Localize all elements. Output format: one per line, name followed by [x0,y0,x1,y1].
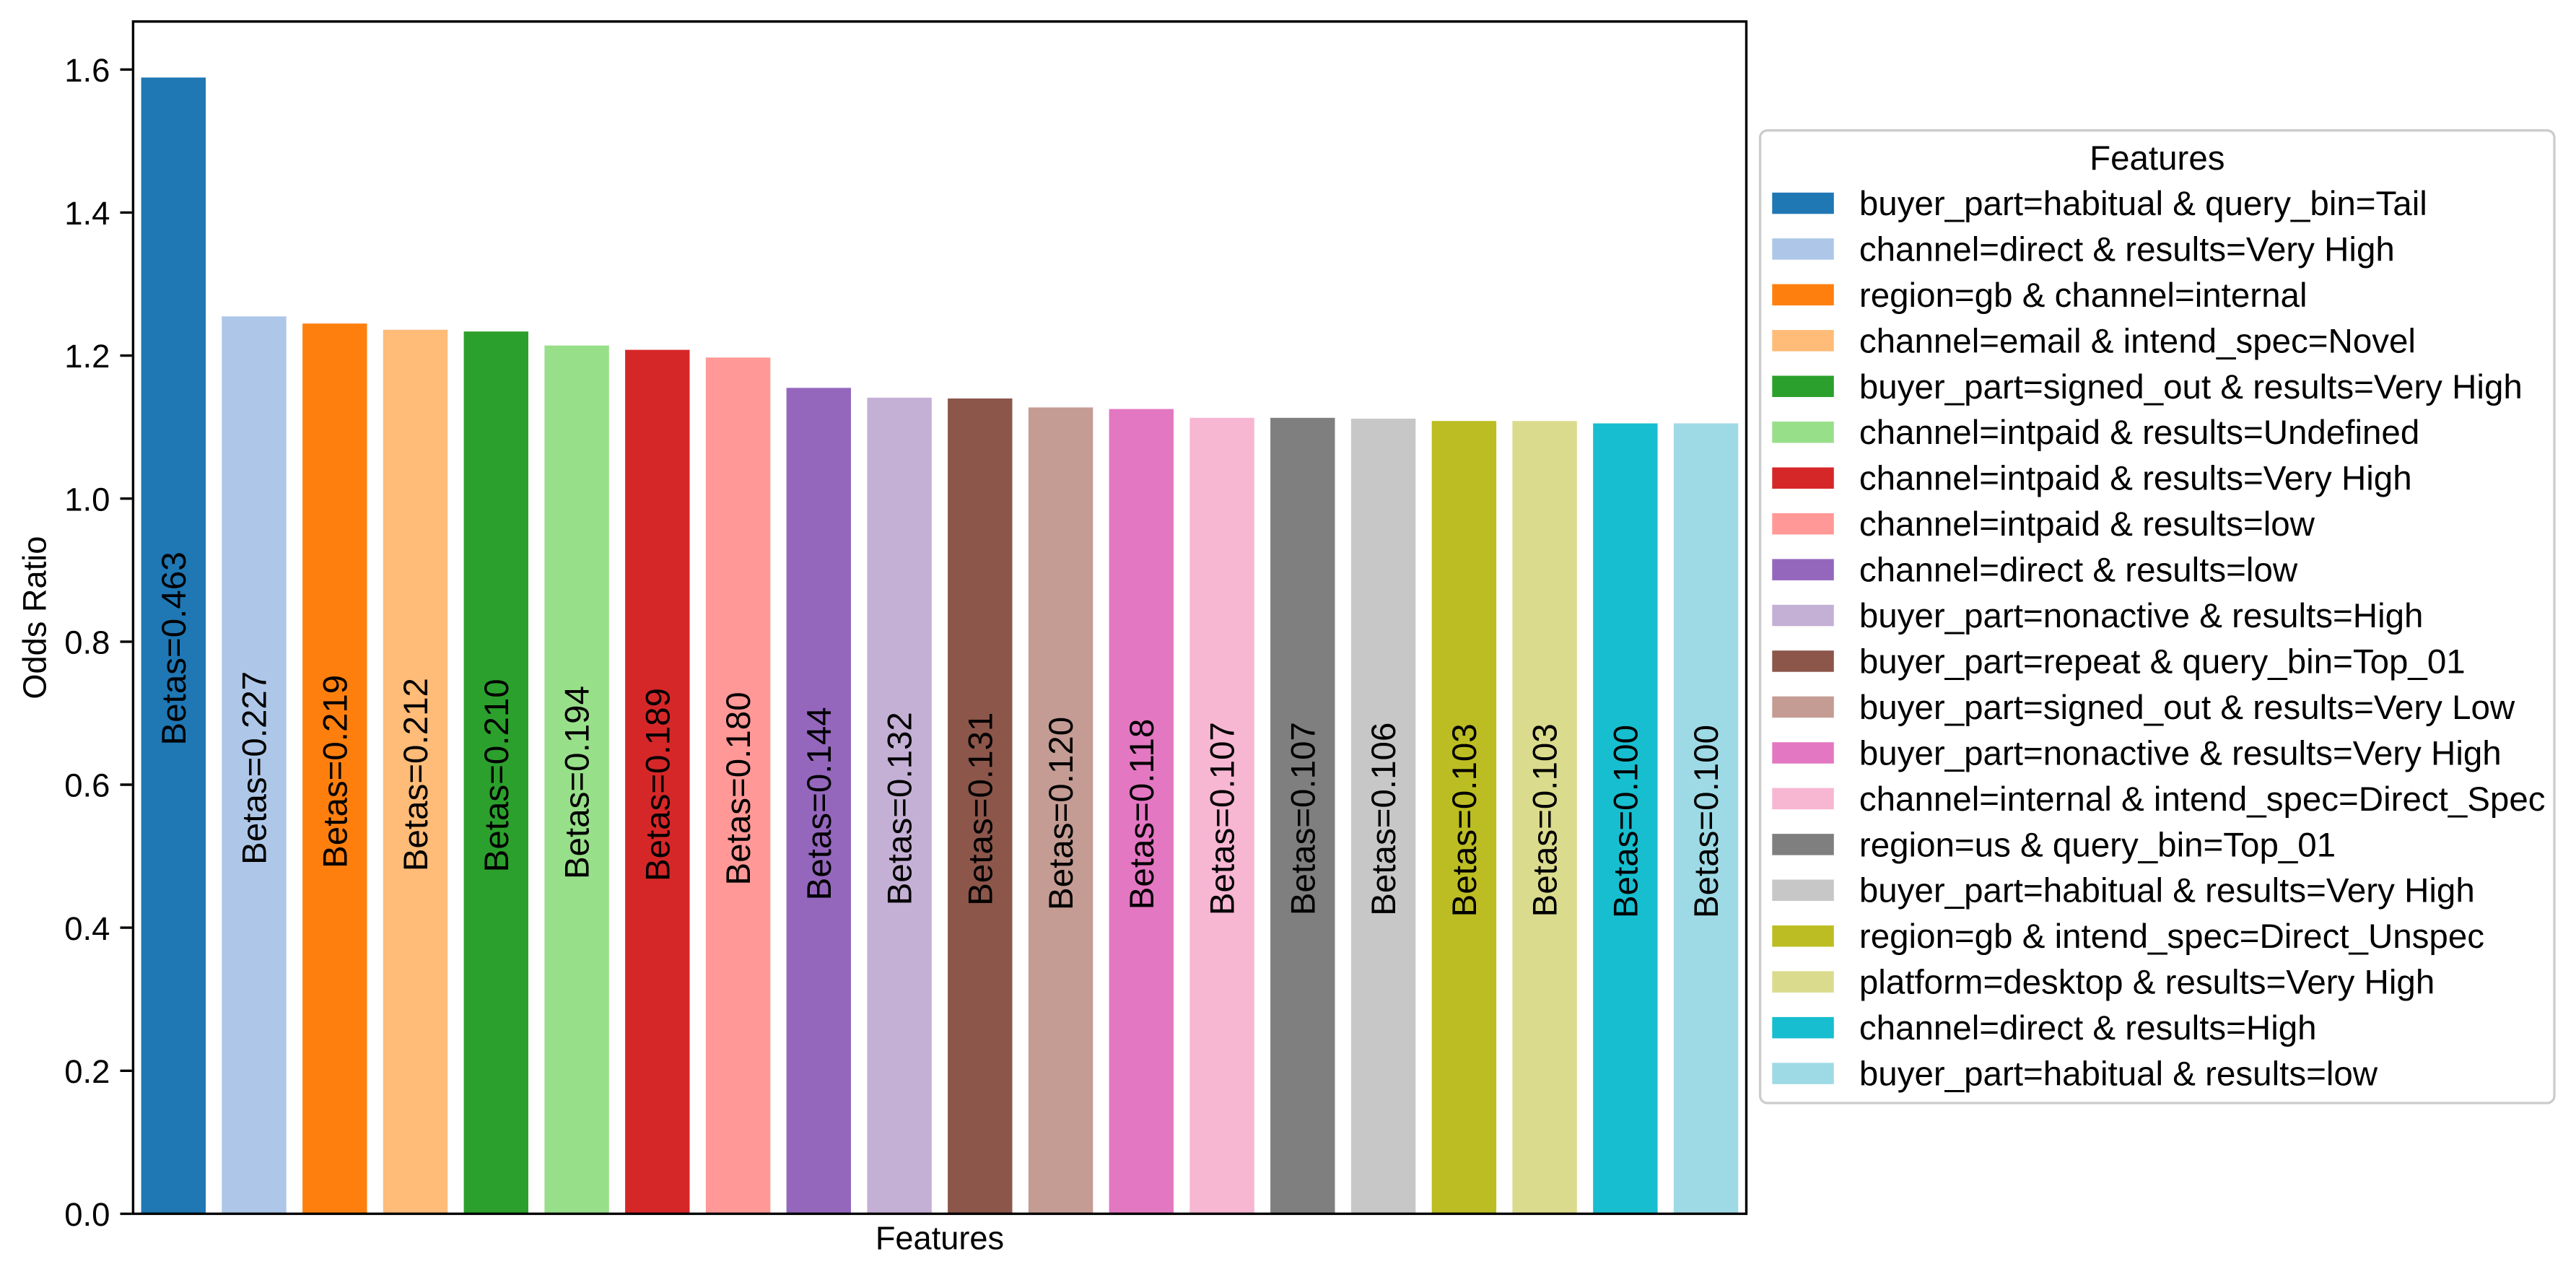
svg-text:Betas=0.212: Betas=0.212 [397,678,435,871]
svg-text:channel=internal & intend_spec: channel=internal & intend_spec=Direct_Sp… [1859,780,2546,819]
svg-text:channel=intpaid & results=Unde: channel=intpaid & results=Undefined [1859,414,2419,452]
svg-text:buyer_part=nonactive & results: buyer_part=nonactive & results=Very High [1859,734,2502,772]
svg-text:platform=desktop & results=Ver: platform=desktop & results=Very High [1859,964,2435,1002]
svg-text:Betas=0.180: Betas=0.180 [720,692,758,885]
svg-text:Betas=0.106: Betas=0.106 [1365,723,1403,916]
svg-text:Betas=0.103: Betas=0.103 [1446,723,1484,917]
svg-text:Betas=0.100: Betas=0.100 [1688,725,1726,918]
svg-text:Betas=0.120: Betas=0.120 [1042,717,1080,910]
svg-text:buyer_part=signed_out & result: buyer_part=signed_out & results=Very Low [1859,689,2515,727]
svg-text:Odds Ratio: Odds Ratio [17,536,53,699]
svg-text:1.2: 1.2 [64,338,110,375]
svg-text:channel=direct & results=High: channel=direct & results=High [1859,1009,2317,1047]
svg-text:Betas=0.107: Betas=0.107 [1284,722,1322,915]
svg-text:Betas=0.132: Betas=0.132 [881,712,920,905]
svg-text:Betas=0.100: Betas=0.100 [1607,725,1645,918]
svg-text:channel=email & intend_spec=No: channel=email & intend_spec=Novel [1859,322,2416,360]
svg-text:buyer_part=habitual & results=: buyer_part=habitual & results=Very High [1859,872,2475,910]
svg-text:Betas=0.103: Betas=0.103 [1527,723,1565,917]
svg-text:region=gb & intend_spec=Direct: region=gb & intend_spec=Direct_Unspec [1859,918,2484,956]
svg-text:channel=direct & results=Very: channel=direct & results=Very High [1859,230,2395,269]
svg-text:Betas=0.227: Betas=0.227 [236,671,274,865]
svg-text:channel=intpaid & results=Very: channel=intpaid & results=Very High [1859,460,2412,498]
svg-text:Betas=0.463: Betas=0.463 [155,552,193,745]
svg-text:Betas=0.107: Betas=0.107 [1204,722,1242,915]
svg-text:buyer_part=signed_out & result: buyer_part=signed_out & results=Very Hig… [1859,368,2523,406]
svg-text:Features: Features [876,1220,1004,1257]
svg-text:Betas=0.219: Betas=0.219 [316,675,354,868]
svg-text:1.0: 1.0 [64,481,110,518]
svg-text:buyer_part=habitual & results=: buyer_part=habitual & results=low [1859,1055,2378,1094]
svg-text:0.4: 0.4 [64,910,110,947]
svg-text:region=us & query_bin=Top_01: region=us & query_bin=Top_01 [1859,826,2336,864]
svg-text:0.2: 0.2 [64,1053,110,1090]
svg-text:1.6: 1.6 [64,52,110,89]
svg-text:Betas=0.194: Betas=0.194 [559,686,597,879]
svg-text:channel=direct & results=low: channel=direct & results=low [1859,552,2298,590]
svg-text:Features: Features [2090,139,2224,178]
svg-text:0.6: 0.6 [64,767,110,804]
svg-text:region=gb & channel=internal: region=gb & channel=internal [1859,276,2308,315]
svg-text:0.8: 0.8 [64,624,110,661]
svg-text:Betas=0.144: Betas=0.144 [800,707,839,900]
svg-text:0.0: 0.0 [64,1196,110,1233]
svg-text:channel=intpaid & results=low: channel=intpaid & results=low [1859,505,2315,544]
svg-text:Betas=0.131: Betas=0.131 [961,712,1000,906]
svg-text:1.4: 1.4 [64,195,110,232]
svg-text:buyer_part=habitual & query_bi: buyer_part=habitual & query_bin=Tail [1859,185,2427,223]
svg-text:Betas=0.210: Betas=0.210 [478,679,516,872]
svg-text:Betas=0.189: Betas=0.189 [639,688,677,881]
svg-text:buyer_part=repeat & query_bin=: buyer_part=repeat & query_bin=Top_01 [1859,643,2466,681]
svg-text:Betas=0.118: Betas=0.118 [1123,719,1161,910]
svg-text:buyer_part=nonactive & results: buyer_part=nonactive & results=High [1859,597,2424,635]
